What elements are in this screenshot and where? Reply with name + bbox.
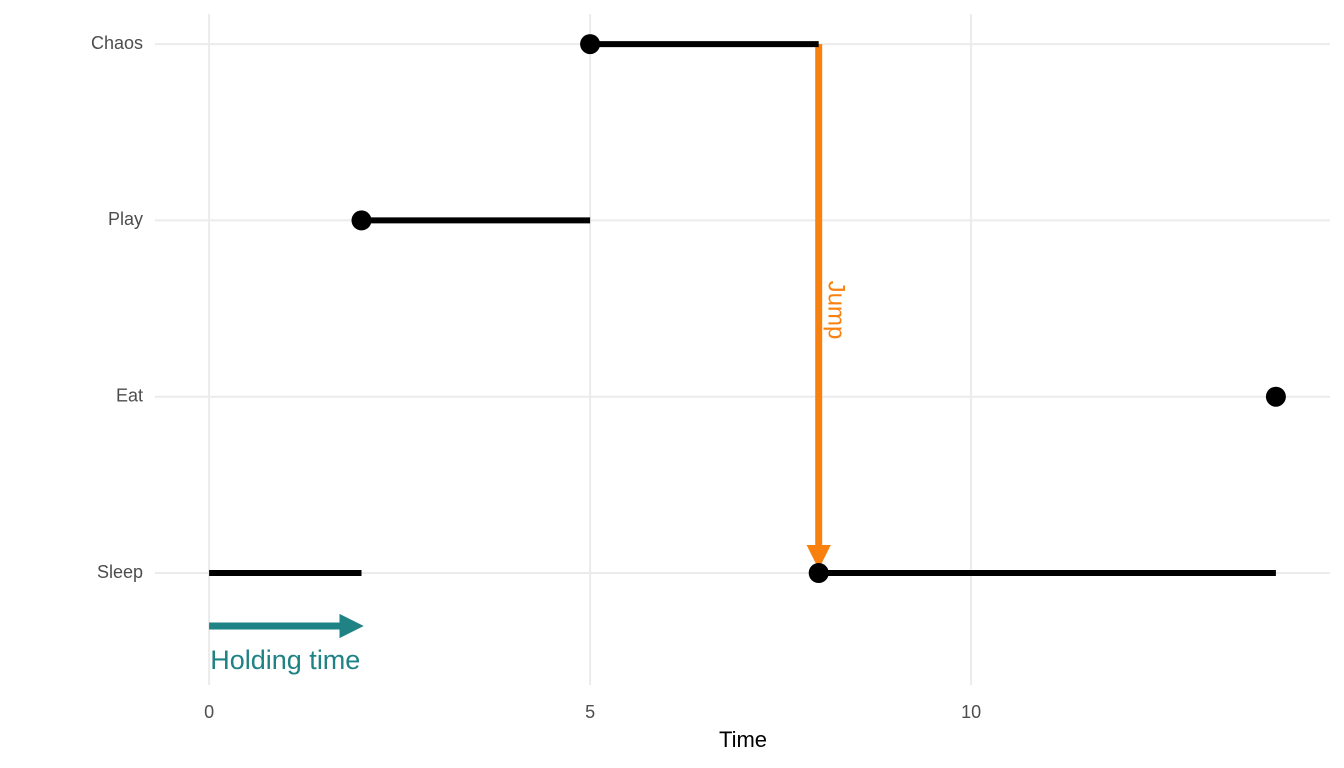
x-tick-label: 5 [585,702,595,722]
x-axis-label: Time [719,727,767,752]
holding-label: Holding time [210,645,360,675]
x-tick-label: 0 [204,702,214,722]
y-tick-label: Play [108,209,143,229]
state-point [808,563,829,583]
state-point [1265,386,1286,407]
y-tick-label: Chaos [91,33,143,53]
x-tick-label: 10 [961,702,981,722]
y-tick-label: Sleep [97,562,143,582]
jump-label: Jump [822,281,849,340]
y-tick-label: Eat [116,385,143,405]
state-point [580,34,601,55]
state-point [351,210,372,231]
